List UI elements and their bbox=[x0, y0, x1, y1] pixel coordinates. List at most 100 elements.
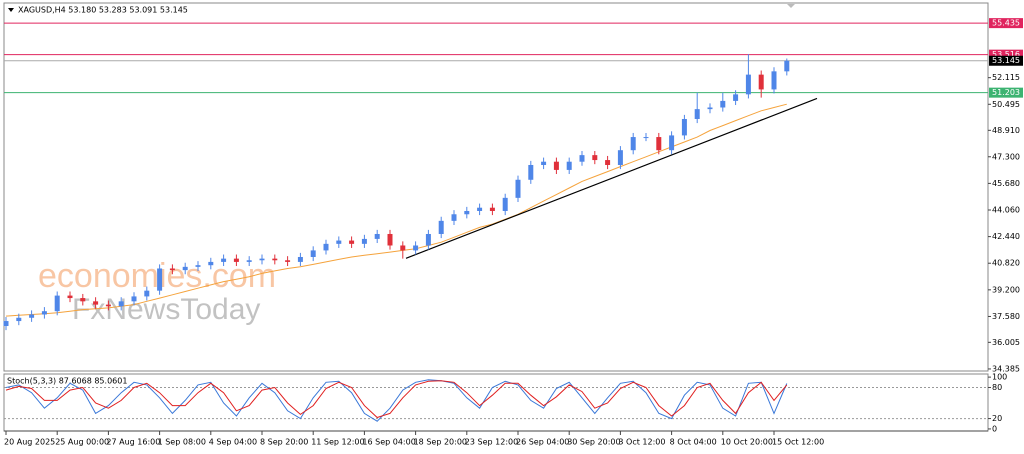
candle-body bbox=[259, 258, 265, 261]
y-tick-label: 40.820 bbox=[992, 259, 1020, 268]
stoch-tick-label: 0 bbox=[992, 424, 997, 433]
x-tick-label: 16 Sep 04:00 bbox=[362, 438, 415, 447]
x-tick-label: 23 Sep 12:00 bbox=[465, 438, 518, 447]
candle-body bbox=[93, 301, 99, 305]
candle-body bbox=[400, 245, 406, 251]
stoch-tick-label: 20 bbox=[992, 414, 1002, 423]
y-tick-label: 45.680 bbox=[992, 179, 1020, 188]
candle-body bbox=[438, 220, 444, 234]
x-tick-label: 8 Sep 20:00 bbox=[260, 438, 308, 447]
shift-marker bbox=[787, 4, 795, 8]
candle-body bbox=[669, 135, 675, 151]
candle-body bbox=[208, 261, 214, 266]
level-label-box bbox=[989, 18, 1023, 29]
candle-body bbox=[361, 238, 367, 244]
candle-body bbox=[477, 207, 483, 211]
x-tick-label: 30 Sep 20:00 bbox=[567, 438, 620, 447]
candle-body bbox=[541, 161, 547, 165]
candle-body bbox=[681, 118, 687, 136]
candle-body bbox=[157, 268, 163, 291]
candle-body bbox=[451, 214, 457, 221]
candle-body bbox=[617, 150, 623, 165]
x-tick-label: 20 Aug 2025 bbox=[4, 438, 55, 447]
watermark: FxNewsToday bbox=[72, 293, 260, 326]
candle-body bbox=[387, 233, 393, 246]
stoch-tick-label: 100 bbox=[992, 373, 1007, 382]
candle-body bbox=[745, 74, 751, 95]
watermark: economies.com bbox=[38, 257, 276, 295]
candle-body bbox=[528, 164, 534, 180]
trendline bbox=[405, 97, 818, 259]
x-tick-label: 26 Sep 04:00 bbox=[516, 438, 569, 447]
candle-body bbox=[720, 100, 726, 108]
y-tick-label: 47.300 bbox=[992, 152, 1020, 161]
candle-body bbox=[771, 71, 777, 90]
candle-body bbox=[105, 304, 111, 307]
x-tick-label: 18 Sep 20:00 bbox=[414, 438, 467, 447]
candle-body bbox=[592, 155, 598, 161]
x-tick-label: 15 Oct 12:00 bbox=[772, 438, 824, 447]
main-panel-frame bbox=[3, 2, 989, 372]
candle-body bbox=[336, 240, 342, 244]
candle-body bbox=[374, 233, 380, 239]
y-tick-label: 39.200 bbox=[992, 285, 1020, 294]
y-tick-label: 52.115 bbox=[992, 73, 1020, 82]
candle-body bbox=[656, 137, 662, 151]
candle-body bbox=[425, 233, 431, 246]
y-tick-label: 34.385 bbox=[992, 364, 1020, 373]
candle-body bbox=[169, 268, 175, 271]
candle-body bbox=[323, 243, 329, 251]
current-price-label: 53.145 bbox=[992, 56, 1020, 65]
candle-body bbox=[605, 160, 611, 165]
level-label: 51.203 bbox=[992, 88, 1020, 97]
candle-body bbox=[579, 155, 585, 162]
candle-body bbox=[758, 74, 764, 90]
y-tick-label: 42.440 bbox=[992, 232, 1020, 241]
candle-body bbox=[41, 311, 47, 315]
y-tick-label: 48.910 bbox=[992, 126, 1020, 135]
stoch-panel-frame bbox=[3, 373, 989, 432]
candle-body bbox=[515, 179, 521, 198]
candle-body bbox=[553, 161, 559, 170]
candle-body bbox=[144, 290, 150, 297]
level-label-box bbox=[989, 49, 1023, 60]
candle-body bbox=[707, 107, 713, 110]
x-tick-label: 25 Aug 00:00 bbox=[55, 438, 109, 447]
candle-body bbox=[29, 314, 35, 318]
candle-body bbox=[310, 250, 316, 257]
current-price-box bbox=[989, 55, 1023, 66]
level-label-box bbox=[989, 87, 1023, 98]
candle-body bbox=[182, 266, 188, 271]
candle-body bbox=[297, 256, 303, 262]
candle-body bbox=[285, 260, 291, 262]
x-tick-label: 11 Sep 12:00 bbox=[311, 438, 364, 447]
symbol-menu-icon[interactable] bbox=[8, 8, 14, 12]
candle-body bbox=[349, 240, 355, 244]
candle-body bbox=[733, 94, 739, 101]
y-tick-label: 44.060 bbox=[992, 206, 1020, 215]
candle-body bbox=[566, 161, 572, 170]
candle-body bbox=[502, 197, 508, 211]
candle-body bbox=[233, 258, 239, 262]
x-tick-label: 27 Aug 16:00 bbox=[106, 438, 160, 447]
x-tick-label: 1 Sep 08:00 bbox=[158, 438, 206, 447]
candle-body bbox=[67, 295, 73, 299]
candle-body bbox=[80, 298, 86, 302]
y-tick-label: 37.580 bbox=[992, 312, 1020, 321]
candle-body bbox=[630, 137, 636, 151]
candle-body bbox=[694, 109, 700, 119]
stoch-signal bbox=[5, 380, 788, 419]
chart-title: XAGUSD,H4 53.180 53.283 53.091 53.145 bbox=[18, 6, 188, 15]
candle-body bbox=[784, 60, 790, 72]
candle-body bbox=[643, 137, 649, 139]
stoch-main bbox=[5, 379, 788, 422]
candle-body bbox=[272, 258, 278, 261]
candle-body bbox=[118, 301, 124, 307]
level-label: 53.516 bbox=[992, 50, 1020, 59]
y-tick-label: 50.495 bbox=[992, 100, 1020, 109]
candle-body bbox=[413, 245, 419, 251]
x-tick-label: 3 Oct 12:00 bbox=[618, 438, 665, 447]
candle-body bbox=[54, 295, 60, 312]
x-tick-label: 8 Oct 04:00 bbox=[670, 438, 717, 447]
